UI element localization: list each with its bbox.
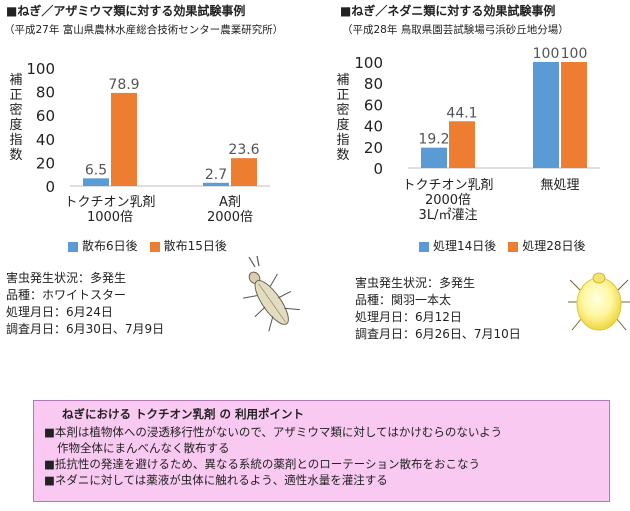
- right-legend: 処理14日後 処理28日後: [419, 237, 586, 254]
- usage-point-continued: 作物全体にまんべんなく散布する: [57, 441, 230, 455]
- bar: [421, 147, 447, 168]
- thrips-icon: [242, 255, 300, 332]
- info-line: 処理月日：6月12日: [355, 310, 462, 324]
- data-label: 100: [561, 46, 588, 62]
- y-tick-label: 40: [364, 118, 383, 136]
- usage-points-box: ねぎにおける トクチオン乳剤 の 利用ポイント ■本剤は植物体への浸透移行性がな…: [33, 400, 610, 502]
- legend-label: 散布6日後: [82, 239, 138, 253]
- legend-label: 処理14日後: [433, 239, 497, 253]
- y-tick-label: 20: [36, 154, 55, 172]
- mite-icon: [568, 272, 630, 331]
- data-label: 6.5: [85, 162, 107, 178]
- y-tick-label: 80: [36, 84, 55, 102]
- data-label: 44.1: [446, 105, 477, 121]
- bar: [203, 182, 229, 186]
- bar: [111, 92, 137, 186]
- right-info: 害虫発生状況：多発生 品種：関羽一本太 処理月日：6月12日 調査月日：6月26…: [355, 275, 521, 343]
- y-tick-label: 100: [354, 54, 383, 72]
- bar: [533, 62, 559, 168]
- bar: [561, 62, 587, 168]
- y-tick-label: 0: [45, 178, 55, 196]
- data-label: 2.7: [205, 167, 227, 183]
- category-label: 2000倍: [425, 193, 471, 208]
- y-tick-label: 0: [373, 160, 383, 178]
- y-axis-label-char: 指: [9, 133, 22, 148]
- info-line: 害虫発生状況：多発生: [355, 276, 476, 290]
- bar: [83, 178, 109, 186]
- y-axis-label-char: 度: [9, 117, 22, 133]
- category-label: トクチオン乳剤: [402, 177, 493, 193]
- category-label: トクチオン乳剤: [64, 194, 155, 210]
- usage-point-text: ■本剤は植物体への浸透移行性がないので、アザミウマ類に対してはかけむらのないよう: [44, 425, 503, 439]
- y-axis-label-char: 指: [336, 133, 349, 148]
- y-tick-label: 20: [364, 139, 383, 157]
- info-line: 調査月日：6月30日、7月9日: [6, 322, 165, 336]
- legend-swatch-orange: [508, 241, 519, 252]
- category-label: 1000倍: [87, 210, 133, 225]
- usage-point: ■抵抗性の発達を避けるため、異なる系統の薬剤とのローテーション散布をおこなう: [44, 456, 599, 472]
- right-panel-title: ■ねぎ／ネダニ類に対する効果試験事例: [340, 4, 556, 18]
- category-label: 3L/㎡灌注: [419, 208, 478, 223]
- info-line: 害虫発生状況：多発生: [6, 271, 127, 285]
- legend-label: 処理28日後: [522, 239, 586, 253]
- legend-swatch-orange: [149, 241, 160, 252]
- y-tick-label: 60: [36, 107, 55, 125]
- data-label: 23.6: [228, 142, 259, 158]
- info-line: 品種：ホワイトスター: [6, 288, 127, 302]
- usage-point-text: ■抵抗性の発達を避けるため、異なる系統の薬剤とのローテーション散布をおこなう: [44, 457, 481, 471]
- category-label: A剤: [219, 194, 241, 210]
- usage-point: ■本剤は植物体への浸透移行性がないので、アザミウマ類に対してはかけむらのないよう…: [44, 424, 599, 456]
- y-tick-label: 60: [364, 96, 383, 114]
- data-label: 100: [533, 46, 560, 62]
- y-axis-label-char: 正: [9, 88, 22, 103]
- info-line: 処理月日：6月24日: [6, 305, 113, 319]
- left-panel-subtitle: （平成27年 富山県農林水産総合技術センター農業研究所）: [4, 24, 284, 36]
- left-panel-title: ■ねぎ／アザミウマ類に対する効果試験事例: [6, 4, 246, 18]
- right-panel-subtitle: （平成28年 鳥取県園芸試験場弓浜砂丘地分場）: [342, 24, 569, 36]
- legend-item-series-2: 処理28日後: [508, 237, 586, 254]
- y-tick-label: 100: [26, 60, 55, 78]
- y-axis-label-char: 度: [336, 117, 349, 133]
- y-axis-label-char: 数: [336, 148, 349, 163]
- y-axis-label-char: 密: [9, 102, 22, 118]
- usage-points-title: ねぎにおける トクチオン乳剤 の 利用ポイント: [62, 407, 305, 421]
- y-axis-label-char: 補: [336, 73, 349, 88]
- legend-item-series-1: 処理14日後: [419, 237, 496, 254]
- data-label: 19.2: [418, 132, 449, 148]
- legend-swatch-blue: [68, 241, 78, 252]
- info-line: 品種：関羽一本太: [355, 293, 452, 307]
- left-info: 害虫発生状況：多発生 品種：ホワイトスター 処理月日：6月24日 調査月日：6月…: [6, 270, 164, 338]
- usage-point-text: ■ネダニに対しては薬液が虫体に触れるよう、適性水量を灌注する: [44, 473, 388, 487]
- left-legend: 散布6日後 散布15日後: [68, 237, 227, 254]
- data-label: 78.9: [108, 77, 139, 93]
- legend-label: 散布15日後: [163, 239, 227, 253]
- usage-point: ■ネダニに対しては薬液が虫体に触れるよう、適性水量を灌注する: [44, 472, 599, 488]
- y-axis-label-char: 補: [9, 73, 22, 88]
- category-label: 無処理: [540, 178, 579, 193]
- y-axis-label-char: 密: [336, 102, 349, 118]
- legend-item-series-1: 散布6日後: [68, 237, 138, 254]
- bar: [231, 158, 257, 186]
- y-tick-label: 80: [364, 75, 383, 93]
- charts-svg: 020406080100補正密度指数6.578.9トクチオン乳剤1000倍2.7…: [9, 46, 600, 225]
- legend-item-series-2: 散布15日後: [149, 237, 227, 254]
- y-tick-label: 40: [36, 131, 55, 149]
- bar: [449, 121, 475, 168]
- y-axis-label-char: 数: [9, 148, 22, 163]
- y-axis-label-char: 正: [336, 88, 349, 103]
- category-label: 2000倍: [207, 210, 253, 225]
- info-line: 調査月日：6月26日、7月10日: [355, 327, 521, 341]
- legend-swatch-blue: [419, 241, 429, 252]
